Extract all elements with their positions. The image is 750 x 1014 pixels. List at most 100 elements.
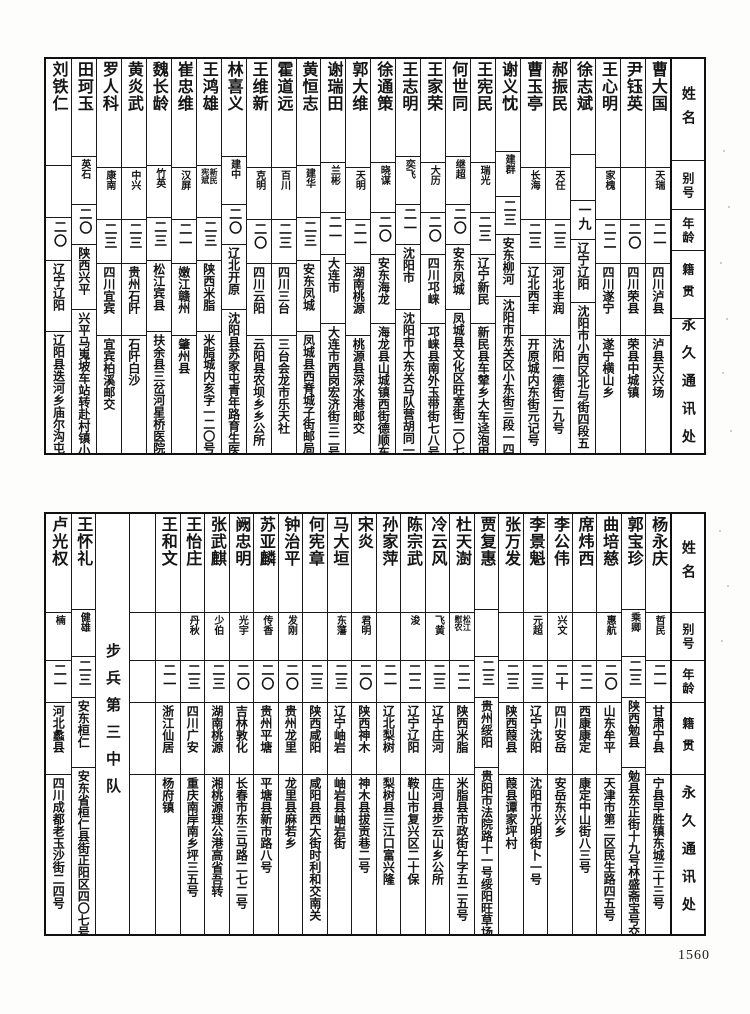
scan-speckle xyxy=(721,640,723,642)
cell-age-text: 二〇 xyxy=(282,663,298,691)
roster-entry-column[interactable]: 王志明 奕飞 二一 沈阳市 沈阳市大东关马队营胡同一号 xyxy=(395,59,421,453)
cell-alias-text: 中兴 xyxy=(128,170,140,190)
cell-name: 何世同 xyxy=(446,59,470,156)
cell-name-text: 郝振民 xyxy=(549,61,569,112)
scan-speckle xyxy=(730,430,732,432)
cell-alias xyxy=(46,165,71,216)
cell-age: 二一 xyxy=(156,660,180,702)
roster-entry-column[interactable]: 黄炎武 中兴 二三 贵州石阡 石阡白沙 xyxy=(120,59,146,453)
roster-entry-column[interactable]: 何宪章 二三 陕西咸阳 咸阳县西大街时利和交南关 xyxy=(302,514,327,934)
roster-entry-column[interactable]: 刘铁仁 二〇 辽宁辽阳 辽阳县迭河乡庙尔沟屯 xyxy=(46,59,71,453)
roster-entry-column[interactable]: 李公伟 兴文 二十 四川安岳 安岳东兴乡 xyxy=(547,514,572,934)
cell-address: 宁县早胜镇东城三十三号 xyxy=(646,774,670,934)
cell-address-text: 三台会龙市乐天社 xyxy=(276,338,291,434)
roster-entry-column[interactable]: 马大垣 东藩 二三 辽宁岫岩 岫岩县岫岩街 xyxy=(326,514,352,934)
roster-entry-column[interactable]: 谢瑞田 兰彬 二一 大连市 大连市西岗宏济街三二号 xyxy=(320,59,346,453)
cell-alias: 楠 xyxy=(46,612,71,660)
roster-entry-column[interactable]: 李景魁 元超 二三 辽宁沈阳 沈阳市光明街卜一号 xyxy=(522,514,548,934)
cell-address: 沈阳市小西区北与街四段五一号 xyxy=(571,302,595,453)
roster-entry-column[interactable]: 贾复惠 二三 贵州绥阳 贵阳市法院路十一号绥阳旺草场 xyxy=(473,514,499,934)
cell-birthplace: 辽北西丰 xyxy=(521,263,546,335)
cell-age-text: 二〇 xyxy=(375,214,391,243)
roster-entry-column[interactable]: 王怀礼 健雄 二三 安东桓仁 安东省桓仁县街正阳区四〇七号 xyxy=(70,514,96,934)
cell-name: 张武麒 xyxy=(205,514,229,612)
roster-entry-column[interactable]: 谢义忱 建群 二三 安东柳河 沈阳市东关区小东街三段一四九号 xyxy=(495,59,521,453)
cell-name-text: 李公伟 xyxy=(551,516,571,567)
roster-entry-column[interactable]: 张武麒 少伯 二三 湖南桃源 湘桃源理公港高省吾转 xyxy=(204,514,229,934)
cell-birthplace: 山东牟平 xyxy=(597,702,621,774)
roster-entry-column[interactable]: 何世同 继超 二〇 安东凤城 凤城县文化区旺室街二〇七号 xyxy=(445,59,471,453)
roster-entry-column[interactable]: 崔忠维 汉屏 二一 嫩江赣州 肇州县 xyxy=(170,59,196,453)
roster-entry-column[interactable]: 霍道远 百川 二三 四川三台 三台会龙市乐天社 xyxy=(270,59,296,453)
cell-alias: 建华 xyxy=(296,165,321,216)
roster-entry-column[interactable]: 席炜西 二二 西康康定 康定中山街八三号 xyxy=(571,514,597,934)
cell-name: 王心明 xyxy=(596,59,620,167)
roster-entry-column[interactable]: 王和文 二一 浙江仙居 杨府镇 xyxy=(155,514,180,934)
roster-entry-column[interactable]: 阙忠明 光宇 二〇 吉林敦化 长春市东三马路二七二号 xyxy=(228,514,254,934)
roster-entry-column[interactable]: 冷云风 飞黄 二三 辽宁庄河 庄河县步云山乡公所 xyxy=(424,514,450,934)
roster-entry-column[interactable]: 王心明 家槐 二二 四川遂宁 遂宁横山乡 xyxy=(594,59,620,453)
row-label-text: 姓名 xyxy=(679,86,696,135)
roster-entry-column[interactable]: 苏亚麟 传香 二〇 贵州平塘 平塘县新市路八号 xyxy=(253,514,278,934)
roster-entry-column[interactable]: 卢光权楠二一 河北蠡县 四川成都老玉沙街二四号 xyxy=(46,514,71,934)
roster-entry-column[interactable]: 黄恒志 建华 二三 安东凤城 凤城县西脊城子街邮局 xyxy=(295,59,321,453)
roster-entry-column[interactable]: 钟治平 发刚 二〇 贵州龙里 龙里县麻若乡 xyxy=(277,514,303,934)
cell-address-text: 泸县天兴场 xyxy=(650,338,665,398)
roster-entry-column[interactable]: 徐志斌 一九 辽宁辽阳 沈阳市小西区北与街四段五一号 xyxy=(570,59,595,453)
cell-age-text: 二三 xyxy=(331,663,347,691)
roster-entry-column[interactable]: 杜天澍 松江 慰农 二二 陕西米脂 米脂县市政街午字五二五号 xyxy=(449,514,474,934)
cell-address: 勉县东正街十九号林盛斋宝号交 xyxy=(621,766,646,934)
roster-entry-column[interactable]: 杨永庆 哲民 二一 甘肃宁县 宁县早胜镇东城三十三号 xyxy=(645,514,670,934)
cell-age: 二一 xyxy=(646,660,670,702)
roster-entry-column[interactable]: 王鸿雄 新民 宪斌 二三 陕西米脂 米脂城内亥字一二〇号 xyxy=(195,59,221,453)
cell-name: 杨永庆 xyxy=(646,514,670,612)
cell-age: 二三 xyxy=(146,216,171,260)
roster-entry-column[interactable]: 尹钰英 二〇 四川荣县 荣县中城镇 xyxy=(619,59,645,453)
cell-name: 田珂玉 xyxy=(72,59,96,156)
roster-entry-column[interactable]: 徐通策 晓谋 二〇 安东海龙 海龙县山城镇西街德顺东 xyxy=(370,59,396,453)
roster-entry-column[interactable]: 王宪民 瑞光 二三 辽宁新民 新民县车辇乡大车迳泡甲 xyxy=(470,59,496,453)
cell-age: 二三 xyxy=(196,216,221,260)
cell-alias-text: 晓谋 xyxy=(378,165,390,186)
cell-birthplace-text: 陕西咸阳 xyxy=(307,705,322,753)
cell-address: 桃源县深水港邮交 xyxy=(346,335,371,453)
cell-birthplace-text: 四川泸县 xyxy=(650,266,665,314)
roster-entry-column[interactable]: 王家荣 大历 二〇 四川邛崃 邛崃县南外玉带街七八号 xyxy=(420,59,446,453)
roster-entry-column[interactable]: 魏长龄 竹英 二三 松江宾县 扶余县三岔河星桥医院 xyxy=(145,59,171,453)
cell-age: 二〇 xyxy=(620,219,645,263)
roster-entry-column[interactable]: 王怡庄 丹秋 二三 四川广安 重庆南岸南乡坪三五号 xyxy=(179,514,205,934)
cell-address: 凤城县西脊城子街邮局 xyxy=(296,330,321,453)
cell-age: 二一 xyxy=(346,219,371,263)
roster-entry-column[interactable]: 曹大国 天瑞 二一 四川泸县 泸县天兴场 xyxy=(644,59,670,453)
roster-entry-column[interactable]: 田珂玉 英石 二〇 陕西兴平 兴平马嵬坡车站转赴村镇小学 xyxy=(70,59,96,453)
cell-name-text: 王怡庄 xyxy=(183,516,203,567)
cell-birthplace: 松江宾县 xyxy=(146,259,171,331)
roster-entry-column[interactable]: 林喜义 建中 二〇 辽北开原 沈阳县苏家屯青年路育生医院 xyxy=(220,59,246,453)
cell-alias-text: 建群 xyxy=(503,154,515,175)
cell-age: 二一 xyxy=(645,219,670,263)
roster-entry-column[interactable]: 张万发 二三 陕西葭县 葭县谭家坪村 xyxy=(498,514,523,934)
roster-entry-column[interactable]: 陈宗武浚二二 辽宁辽阳 鞍山市复兴区二十保 xyxy=(400,514,425,934)
cell-alias-text: 大历 xyxy=(428,165,440,186)
roster-entry-column[interactable]: 罗人科 康南 二三 四川宜宾 宜宾柏溪邮交 xyxy=(95,59,121,453)
cell-blank xyxy=(130,612,156,660)
cell-age: 二〇 xyxy=(229,660,254,702)
cell-birthplace: 辽宁庄河 xyxy=(425,702,450,774)
roster-entry-column[interactable]: 王维新 克明 二〇 四川云阳 云阳县农坝乡乡公所 xyxy=(245,59,271,453)
scan-speckle xyxy=(722,372,724,374)
cell-alias: 传香 xyxy=(254,612,278,660)
cell-birthplace-text: 安东凤城 xyxy=(451,246,466,295)
cell-age-text: 二〇 xyxy=(425,214,441,243)
cell-age-text: 二〇 xyxy=(226,206,242,235)
roster-entry-column[interactable]: 郝振民 天任 二三 河北丰润 沈阳一德街二九号 xyxy=(545,59,571,453)
roster-entry-column[interactable]: 郭大维 天明 二一 湖南桃源 桃源县深水港邮交 xyxy=(345,59,371,453)
roster-entry-column[interactable]: 郭宝珍 乘卿 二三 陕西勉县 勉县东正街十九号林盛斋宝号交 xyxy=(620,514,646,934)
roster-entry-column[interactable]: 曹玉亭 长海 二三 辽北西丰 开原城内东街元记号 xyxy=(520,59,546,453)
cell-address: 天津市第二区民生路四五号 xyxy=(597,774,621,934)
roster-entry-column[interactable]: 孙家萍 二一 辽北梨树 梨树县三江口富兴隆 xyxy=(375,514,401,934)
cell-name: 林喜义 xyxy=(222,59,246,156)
cell-age-text: 二一 xyxy=(50,663,66,691)
roster-entry-column[interactable]: 曲培慈 惠航 二〇 山东牟平 天津市第二区民生路四五号 xyxy=(596,514,621,934)
roster-entry-column[interactable]: 宋炎 君明 二〇 陕西神木 神木县拔贡巷二号 xyxy=(351,514,376,934)
